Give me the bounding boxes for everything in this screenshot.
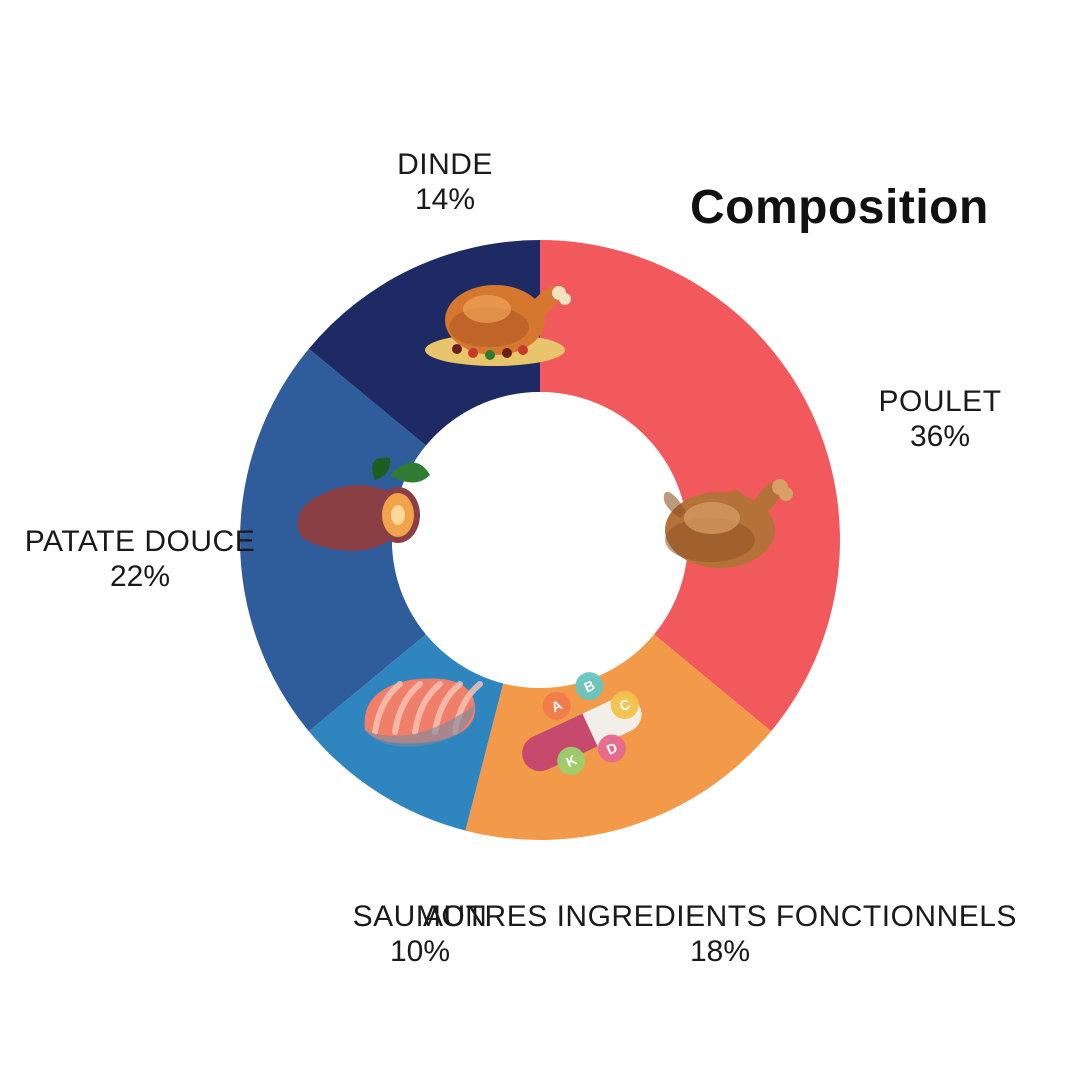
donut-hole bbox=[392, 392, 688, 688]
label-dinde-pct: 14% bbox=[397, 183, 493, 218]
label-dinde-name: DINDE bbox=[397, 148, 493, 183]
label-autres-name: AUTRES INGREDIENTS FONCTIONNELS bbox=[423, 900, 1017, 935]
chart-title: Composition bbox=[690, 180, 989, 235]
label-autres-pct: 18% bbox=[423, 935, 1017, 970]
label-poulet: POULET 36% bbox=[878, 385, 1001, 454]
label-poulet-name: POULET bbox=[878, 385, 1001, 420]
label-patate-name: PATATE DOUCE bbox=[25, 525, 255, 560]
label-patate: PATATE DOUCE 22% bbox=[25, 525, 255, 594]
label-patate-pct: 22% bbox=[25, 560, 255, 595]
label-dinde: DINDE 14% bbox=[397, 148, 493, 217]
label-autres: AUTRES INGREDIENTS FONCTIONNELS 18% bbox=[423, 900, 1017, 969]
label-poulet-pct: 36% bbox=[878, 420, 1001, 455]
